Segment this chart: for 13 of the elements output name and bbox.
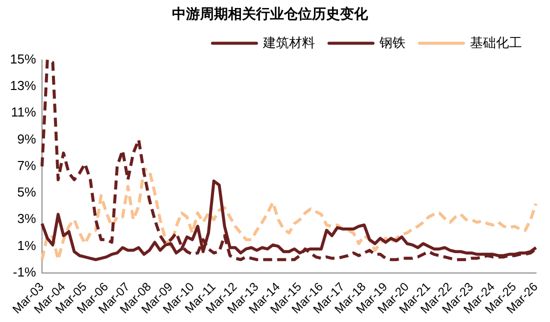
y-tick-label: 13%: [10, 78, 36, 94]
y-tick-label: 15%: [10, 51, 36, 66]
legend-label: 钢铁: [378, 34, 406, 50]
legend-label: 建筑材料: [262, 34, 315, 50]
y-tick-label: 5%: [17, 184, 36, 200]
legend-label: 基础化工: [470, 34, 522, 50]
y-tick-label: 7%: [17, 158, 36, 173]
y-tick-label: -1%: [12, 264, 36, 280]
y-tick-label: 9%: [17, 131, 36, 146]
y-tick-label: 3%: [17, 211, 36, 226]
chart-title: 中游周期相关行业仓位历史变化: [172, 5, 369, 22]
y-tick-label: 11%: [10, 104, 36, 120]
y-tick-label: 1%: [17, 238, 36, 253]
